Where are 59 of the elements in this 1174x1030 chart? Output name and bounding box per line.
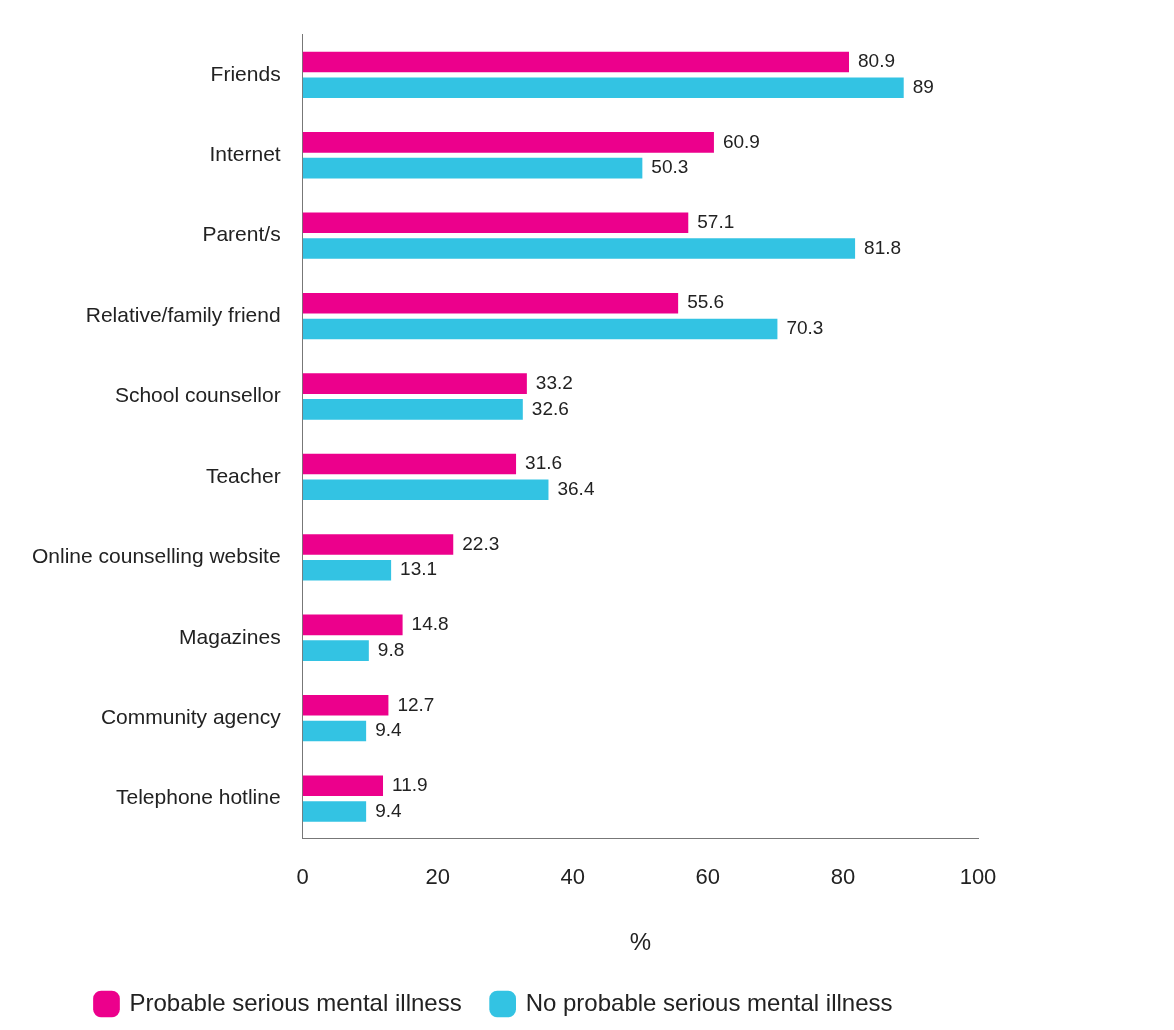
- bar: [302, 614, 403, 636]
- x-tick-label: 40: [560, 864, 586, 890]
- x-tick-label: 80: [830, 864, 856, 890]
- y-tick-label: Teacher: [205, 463, 281, 487]
- bar: [302, 453, 517, 475]
- bar: [302, 559, 392, 581]
- bar: [302, 51, 850, 73]
- legend-label: Probable serious mental illness: [129, 988, 462, 1016]
- bar: [302, 720, 367, 742]
- data-label: 9.4: [375, 799, 402, 821]
- bar: [302, 77, 904, 98]
- data-label: 14.8: [411, 613, 449, 635]
- data-label: 9.8: [377, 638, 405, 660]
- data-label: 70.3: [786, 317, 824, 339]
- y-tick-label: Internet: [209, 142, 281, 166]
- legend-label: No probable serious mental illness: [525, 988, 893, 1016]
- data-label: 60.9: [722, 130, 760, 152]
- bar: [302, 775, 384, 797]
- bar: [302, 640, 369, 661]
- x-axis-title: %: [629, 928, 651, 956]
- bar: [302, 132, 714, 153]
- bar: [302, 695, 389, 716]
- y-tick-label: Friends: [210, 61, 281, 85]
- data-label: 11.9: [392, 773, 428, 795]
- data-label: 13.1: [400, 558, 438, 580]
- y-tick-label: Telephone hotline: [116, 785, 281, 809]
- y-tick-label: Parent/s: [202, 222, 281, 246]
- data-label: 31.6: [525, 452, 563, 474]
- y-tick-label: Magazines: [179, 624, 281, 648]
- data-label: 89: [912, 75, 934, 97]
- y-tick-label: Relative/family friend: [85, 302, 281, 326]
- y-tick-label: Community agency: [100, 704, 282, 728]
- bar: [302, 318, 778, 340]
- bar: [302, 238, 856, 259]
- bar: [302, 373, 527, 394]
- data-label: 22.3: [462, 532, 500, 554]
- y-tick-label: School counsellor: [114, 383, 281, 407]
- bar: [302, 534, 454, 555]
- data-label: 50.3: [651, 156, 689, 178]
- x-tick-label: 20: [425, 864, 450, 890]
- bar: [302, 479, 549, 501]
- bar: [302, 157, 643, 179]
- x-tick-label: 60: [695, 864, 721, 890]
- data-label: 80.9: [858, 50, 895, 72]
- data-label: 57.1: [697, 211, 735, 233]
- bar: [302, 292, 679, 314]
- y-tick-label: Online counselling website: [31, 544, 281, 568]
- data-label: 9.4: [375, 719, 402, 741]
- data-label: 81.8: [864, 236, 902, 258]
- bar: [302, 399, 523, 420]
- data-label: 12.7: [397, 693, 435, 715]
- data-label: 32.6: [531, 397, 569, 419]
- bar: [302, 801, 367, 822]
- x-tick-label: 100: [959, 864, 997, 890]
- bar: [302, 212, 689, 234]
- x-tick-label: 0: [296, 864, 309, 890]
- data-label: 55.6: [687, 291, 725, 313]
- data-label: 33.2: [535, 371, 573, 393]
- data-label: 36.4: [557, 478, 595, 500]
